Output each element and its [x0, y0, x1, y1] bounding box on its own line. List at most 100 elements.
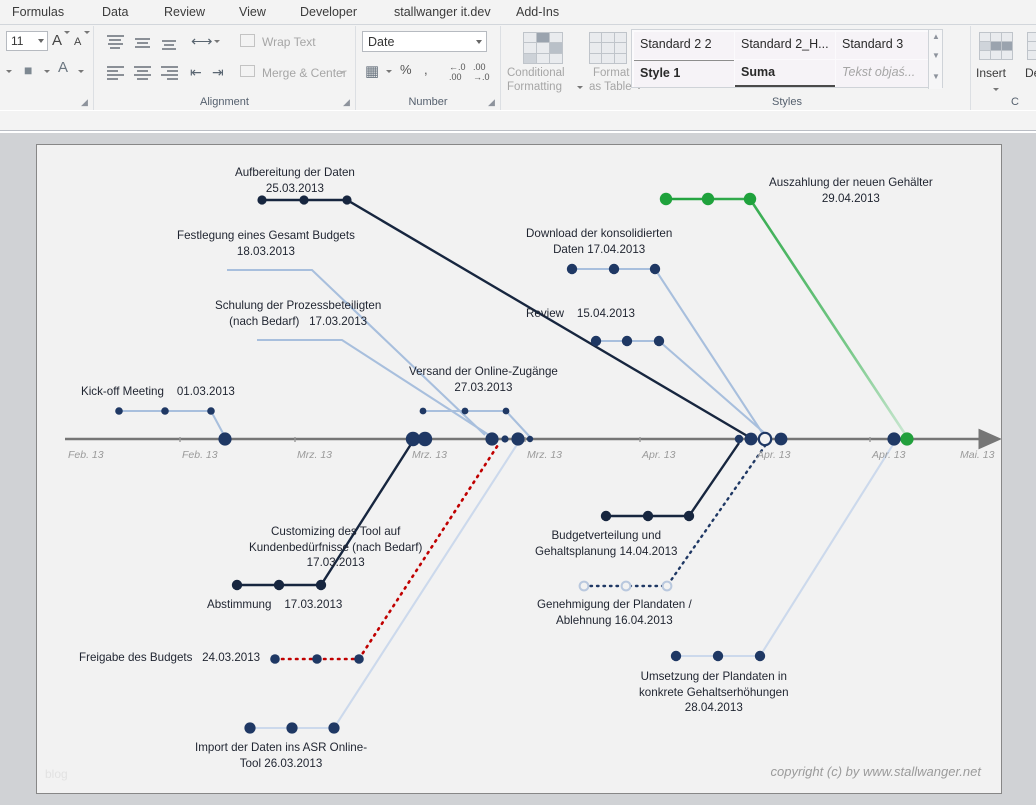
- alignment-dialog-launcher-icon[interactable]: ◢: [343, 97, 350, 107]
- style-cell-suma[interactable]: Suma: [735, 60, 835, 87]
- delete-button[interactable]: De: [1025, 66, 1036, 80]
- number-format-select[interactable]: Date: [362, 31, 487, 52]
- align-center-icon[interactable]: [134, 66, 151, 80]
- axis-tick-label: Feb. 13: [182, 449, 218, 461]
- font-color-icon[interactable]: A: [58, 59, 69, 76]
- tab-stallwanger-it-dev[interactable]: stallwanger it.dev: [394, 5, 491, 19]
- wrap-text-icon: [240, 34, 255, 47]
- conditional-formatting-icon[interactable]: [523, 32, 563, 64]
- conditional-formatting-button[interactable]: Conditional: [507, 67, 565, 79]
- milestone-title: Download der konsolidierten: [526, 227, 673, 240]
- cells-group-label: C: [1011, 96, 1019, 108]
- cell-styles-gallery[interactable]: Standard 2 2 Standard 2_H... Standard 3 …: [631, 29, 943, 89]
- milestone-title: Genehmigung der Plandaten /: [537, 598, 692, 611]
- axis-tick-label: Apr. 13: [757, 449, 791, 461]
- milestone-title: Kick-off Meeting: [81, 385, 164, 398]
- align-right-icon[interactable]: [161, 66, 178, 80]
- scroll-down-icon[interactable]: ▼: [932, 51, 940, 60]
- milestone-date: 29.04.2013: [821, 191, 880, 205]
- increase-decimal-icon[interactable]: ←.0.00: [449, 62, 466, 82]
- milestone-label-download-konsolidierte-daten: Download der konsolidierten Daten 17.04.…: [526, 226, 672, 257]
- timeline-chart-graphics: [65, 192, 1001, 734]
- timeline-chart[interactable]: Feb. 13 Feb. 13 Mrz. 13 Mrz. 13 Mrz. 13 …: [36, 144, 1002, 794]
- alignment-group-label: Alignment: [200, 96, 249, 108]
- decrease-font-size-icon[interactable]: A: [74, 36, 82, 48]
- accounting-caret-icon[interactable]: [386, 70, 392, 73]
- fill-color-caret-icon[interactable]: [44, 70, 50, 73]
- milestone-date: 15.04.2013: [576, 307, 635, 320]
- align-left-icon[interactable]: [107, 66, 124, 80]
- milestone-title: Review: [526, 307, 565, 320]
- formula-bar-strip: [0, 111, 1036, 131]
- insert-caret-icon[interactable]: [993, 88, 999, 91]
- style-cell-standard-2-h[interactable]: Standard 2_H...: [735, 32, 835, 59]
- format-as-table-button[interactable]: Format: [593, 67, 630, 79]
- ribbon-tab-bar: Formulas Data Review View Developer stal…: [0, 0, 1036, 25]
- scroll-up-icon[interactable]: ▲: [932, 32, 940, 41]
- font-size-input[interactable]: 11: [6, 31, 48, 51]
- style-cell-tekst-objasnienia[interactable]: Tekst objaś...: [836, 60, 936, 87]
- ribbon-group-cells: Insert De C: [971, 26, 1036, 110]
- accounting-number-format-icon[interactable]: ▦: [365, 63, 380, 80]
- milestone-date: 24.03.2013: [202, 651, 261, 664]
- font-color-caret-icon[interactable]: [78, 70, 84, 73]
- milestone-date: 17.03.2013: [284, 598, 343, 611]
- percent-style-button[interactable]: %: [400, 62, 412, 77]
- insert-cells-icon[interactable]: [979, 32, 1013, 60]
- tab-formulas[interactable]: Formulas: [12, 5, 65, 19]
- insert-button[interactable]: Insert: [976, 66, 1007, 80]
- tab-developer[interactable]: Developer: [300, 5, 357, 19]
- decrease-decimal-icon[interactable]: .00 →.0: [473, 62, 490, 82]
- increase-indent-icon[interactable]: ⇥: [212, 64, 224, 80]
- borders-caret-icon[interactable]: [6, 70, 12, 73]
- axis-tick-label: Apr. 13: [872, 449, 906, 461]
- align-middle-icon[interactable]: [134, 38, 151, 51]
- gallery-scrollbar[interactable]: ▲ ▼ ▼: [928, 30, 942, 89]
- font-dialog-launcher-icon[interactable]: ◢: [81, 97, 88, 107]
- format-as-table-icon[interactable]: [589, 32, 627, 64]
- milestone-label-festlegung-gesamt-budgets: Festlegung eines Gesamt Budgets 18.03.20…: [177, 228, 355, 259]
- decrease-indent-icon[interactable]: ⇤: [190, 64, 202, 80]
- merge-center-caret-icon[interactable]: [339, 71, 345, 74]
- milestone-date: 18.03.2013: [236, 244, 295, 258]
- tab-review[interactable]: Review: [164, 5, 205, 19]
- style-cell-standard-2-2[interactable]: Standard 2 2: [634, 32, 734, 59]
- number-dialog-launcher-icon[interactable]: ◢: [488, 97, 495, 107]
- worksheet-area: Feb. 13 Feb. 13 Mrz. 13 Mrz. 13 Mrz. 13 …: [0, 133, 1036, 805]
- orientation-caret-icon[interactable]: [214, 40, 220, 43]
- conditional-formatting-caret-icon[interactable]: [577, 86, 583, 89]
- increase-font-size-icon[interactable]: A: [52, 32, 63, 49]
- align-top-icon[interactable]: [107, 35, 124, 49]
- fill-color-icon[interactable]: ■: [24, 62, 33, 78]
- merge-center-button[interactable]: Merge & Center: [262, 66, 347, 80]
- text-orientation-icon[interactable]: ⟷: [191, 33, 213, 50]
- delete-cells-icon[interactable]: [1027, 32, 1036, 60]
- align-bottom-icon[interactable]: [161, 40, 178, 53]
- milestone-label-schulung-prozessbeteiligten: Schulung der Prozessbeteiligten (nach Be…: [215, 298, 381, 329]
- chevron-down-icon[interactable]: [38, 39, 44, 43]
- ribbon-group-font: 11 A A ■ A ◢: [0, 26, 94, 110]
- milestone-title: Umsetzung der Plandaten in: [640, 670, 787, 683]
- milestone-title: Import der Daten ins ASR Online-: [195, 741, 368, 754]
- comma-style-button[interactable]: ,: [424, 62, 428, 77]
- milestone-subtitle: konkrete Gehaltserhöhungen: [639, 685, 789, 699]
- gallery-more-icon[interactable]: ▼: [932, 72, 940, 81]
- axis-tick-label: Mrz. 13: [297, 449, 333, 461]
- milestone-label-aufbereitung-der-daten: Aufbereitung der Daten 25.03.2013: [235, 165, 355, 196]
- milestone-date: 01.03.2013: [176, 385, 235, 398]
- style-cell-standard-3[interactable]: Standard 3: [836, 32, 936, 59]
- tab-view[interactable]: View: [239, 5, 266, 19]
- style-cell-style-1[interactable]: Style 1: [634, 60, 734, 87]
- milestone-label-review: Review 15.04.2013: [526, 306, 635, 322]
- milestone-date: 17.03.2013: [306, 556, 365, 569]
- axis-tick-label: Feb. 13: [68, 449, 104, 461]
- wrap-text-button[interactable]: Wrap Text: [262, 35, 316, 49]
- number-group-label: Number: [408, 96, 448, 108]
- tab-data[interactable]: Data: [102, 5, 129, 19]
- milestone-title: Schulung der Prozessbeteiligten: [215, 299, 382, 312]
- milestone-date: 25.03.2013: [265, 181, 324, 195]
- milestone-label-genehmigung-plandaten: Genehmigung der Plandaten / Ablehnung 16…: [537, 597, 692, 628]
- milestone-title: Abstimmung: [207, 598, 272, 611]
- chevron-down-icon[interactable]: [476, 40, 482, 44]
- tab-add-ins[interactable]: Add-Ins: [516, 5, 560, 19]
